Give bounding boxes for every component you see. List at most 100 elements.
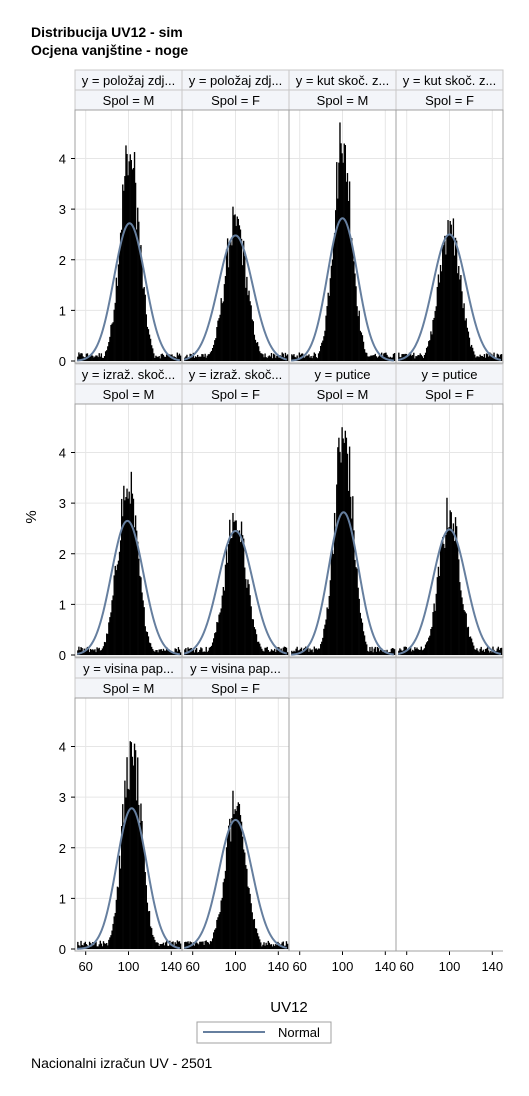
x-tick-label: 60 [185,959,199,974]
histogram-bar [209,941,212,949]
histogram-bar [198,944,200,949]
histogram-bar [210,941,213,949]
histogram-bar [195,357,198,361]
histogram-bar [465,613,467,655]
histogram-bar [187,357,189,361]
histogram-bar [336,484,338,655]
histogram-bar [104,642,107,655]
histogram-bar [205,940,207,949]
histogram-bar [167,648,169,655]
histogram-bar [148,642,151,655]
histogram-bar [475,649,477,655]
histogram-bar [434,610,436,655]
legend: Normal [196,1021,332,1044]
histogram-bar [98,647,100,655]
histogram-bar [158,945,160,949]
histogram-bar [440,271,443,361]
histogram-bar [240,238,243,361]
histogram-bar [109,937,111,949]
histogram-bar [205,357,207,361]
histogram-bar [333,512,336,655]
histogram-bar [465,318,467,361]
histogram-bar [305,356,307,361]
histogram-bar [88,356,91,361]
histogram-bar [324,624,326,655]
histogram-bar [352,496,354,655]
histogram-bar [104,351,107,361]
histogram-bar [141,820,143,949]
histogram-bar [378,353,381,361]
histogram-bar [292,355,294,361]
histogram-bar [201,354,203,361]
histogram-bar [124,500,126,655]
histogram-bar [144,872,146,949]
histogram-bar [156,942,158,949]
histogram-bar [236,530,238,655]
histogram-bar [179,943,182,949]
histogram-bar [128,789,130,949]
histogram-bar [348,181,351,361]
histogram-bar [392,353,395,361]
histogram-bar [160,944,162,949]
histogram-bar [438,282,441,361]
histogram-bar [118,251,121,361]
histogram-bar [437,274,440,361]
histogram-bar [117,264,120,361]
normal-curve [183,529,288,655]
histogram-bar [324,330,326,361]
histogram-bar [184,942,186,949]
histogram-bar [349,237,352,361]
histogram-bar [167,945,169,949]
histogram-bar [450,512,452,655]
x-tick-label: 100 [225,959,247,974]
histogram-bar [242,849,245,949]
histogram-bar [78,945,80,949]
histogram-bar [127,498,129,655]
histogram-bar [424,644,427,655]
histogram-bar [88,652,91,655]
histogram-bar [370,355,372,361]
histogram-bar [438,575,441,655]
histogram-bar [228,825,230,949]
histogram-bar [420,646,422,655]
histogram-bar [447,528,449,655]
y-tick-label: 1 [59,303,66,318]
histogram-bar [223,878,226,949]
histogram-bar [310,356,312,361]
histogram-bar [209,352,212,361]
histogram-bar [439,264,442,361]
histogram-bar [308,651,310,655]
histogram-bar [262,650,264,655]
histogram-bar [202,354,204,361]
histogram-bar [311,649,313,655]
histogram-bar [462,308,464,361]
histogram-bar [414,358,416,361]
histogram-bar [135,229,138,361]
histogram-bar [221,897,223,949]
histogram-bar [301,651,304,655]
panel-cell: y = kut skoč. z... Spol = F [395,69,504,364]
histogram-bar [345,437,348,655]
histogram-bar [100,943,103,949]
histogram-bar [313,352,315,361]
histogram-bar [203,651,205,655]
histogram-bar [234,520,236,655]
histogram-bar [286,943,289,949]
histogram-bar [225,548,228,655]
footnote: Nacionalni izračun UV - 2501 [31,1055,213,1071]
histogram-bar [392,648,395,655]
histogram-bar [179,355,182,361]
histogram-bar [461,291,463,361]
histogram-bar [276,649,278,655]
histogram-bar [468,636,471,655]
histogram-bar [423,648,426,655]
histogram-bar [117,560,120,655]
histogram-bar [265,942,267,949]
histogram-bar [368,651,370,655]
histogram-bar [163,945,166,949]
histogram-bar [340,143,342,361]
histogram-bar [309,648,311,655]
histogram-bar [248,290,250,361]
histogram-bar [409,353,412,361]
histogram-bar [118,855,121,949]
